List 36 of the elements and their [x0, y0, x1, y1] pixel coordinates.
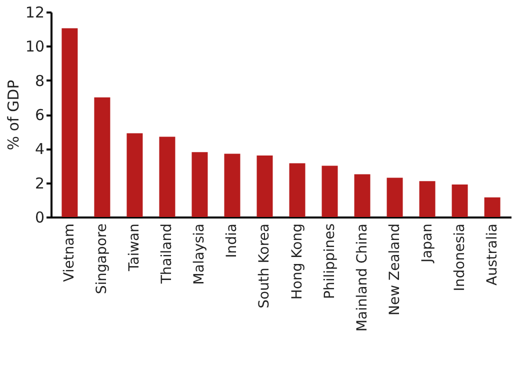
x-tick-label: Hong Kong [289, 224, 306, 300]
x-tick-label: South Korea [256, 224, 273, 308]
bar [159, 136, 176, 217]
bar [452, 184, 468, 217]
y-tick-label: 8 [34, 72, 44, 90]
y-tick-label: 6 [34, 106, 44, 124]
y-tick-label: 10 [25, 38, 44, 56]
bar [256, 156, 273, 217]
bar [126, 133, 143, 217]
bar [354, 174, 370, 217]
bar [322, 166, 338, 217]
bar [484, 197, 500, 217]
bar [224, 154, 240, 217]
x-tick-label: Malaysia [192, 224, 208, 285]
y-tick-label: 4 [34, 140, 44, 158]
x-tick-label: New Zealand [386, 224, 403, 316]
bar [386, 178, 403, 217]
x-tick-label: Japan [419, 224, 436, 264]
y-tick-label: 0 [34, 208, 44, 226]
bar [419, 181, 436, 217]
y-tick-label: 2 [34, 174, 44, 192]
bar [94, 97, 110, 217]
x-tick-label: Taiwan [126, 224, 143, 272]
x-tick-label: Thailand [159, 224, 176, 285]
x-tick-label: India [224, 224, 240, 258]
x-tick-label: Australia [484, 224, 500, 286]
bar [289, 163, 306, 217]
y-tick-label: 12 [25, 4, 44, 22]
x-tick-label: Philippines [322, 224, 338, 299]
y-axis-title: % of GDP [4, 80, 22, 150]
bar [192, 152, 208, 217]
x-tick-label: Vietnam [62, 224, 78, 282]
x-tick-label: Singapore [94, 224, 110, 294]
x-tick-label: Mainland China [354, 224, 370, 332]
x-tick-label: Indonesia [452, 224, 468, 292]
bar [62, 28, 78, 217]
